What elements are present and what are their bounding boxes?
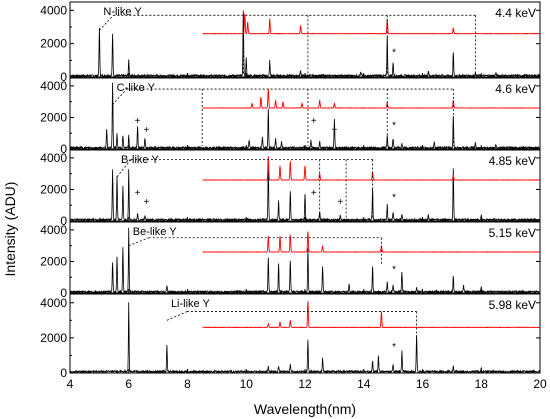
- beam-energy-label: 4.4 keV: [495, 6, 536, 20]
- y-tick-label: 0: [60, 142, 67, 156]
- asterisk-marker: *: [392, 120, 396, 131]
- y-tick-label: 2000: [40, 110, 67, 124]
- y-tick-label: 0: [60, 70, 67, 84]
- ion-series-label: N-like Y: [103, 6, 142, 18]
- y-tick-label: 4000: [40, 151, 67, 165]
- x-tick-label: 8: [184, 377, 191, 391]
- measured-spectrum-line: [69, 162, 541, 223]
- simulated-spectrum-line: [202, 156, 541, 181]
- chart-panel-4: 0 2000 4000 Be-like Y 5.15 keV *: [40, 221, 541, 300]
- measured-spectrum-line: [69, 302, 541, 375]
- beam-energy-label: 4.6 keV: [495, 82, 536, 96]
- simulated-spectrum-line: [202, 13, 541, 35]
- asterisk-marker: *: [392, 47, 396, 58]
- plus-marker: +: [337, 197, 343, 208]
- measured-spectrum-line: [69, 10, 541, 79]
- simulated-spectrum-line: [202, 88, 540, 109]
- x-tick-label: 20: [533, 377, 547, 391]
- plus-marker: +: [135, 116, 141, 127]
- y-tick-label: 2000: [40, 182, 67, 196]
- y-tick-label: 0: [60, 286, 67, 300]
- x-axis-label: Wavelength(nm): [254, 401, 356, 417]
- beam-energy-label: 4.85 keV: [489, 154, 536, 168]
- bracket-lead: [166, 311, 188, 321]
- asterisk-marker: *: [392, 264, 396, 275]
- y-tick-label: 4000: [40, 223, 67, 237]
- y-tick-label: 4000: [40, 3, 67, 17]
- ion-series-label: Be-like Y: [133, 226, 177, 238]
- x-tick-label: 4: [67, 377, 74, 391]
- y-tick-label: 2000: [40, 37, 67, 51]
- bracket-lead: [128, 237, 149, 247]
- x-tick-label: 10: [240, 377, 254, 391]
- ion-series-label: Li-like Y: [171, 298, 211, 310]
- y-tick-label: 0: [60, 214, 67, 228]
- y-tick-label: 2000: [40, 254, 67, 268]
- series-bracket: [99, 14, 476, 74]
- chart-panel-5: 0 2000 4000 Li-like Y 5.98 keV *: [40, 293, 541, 380]
- plus-marker: +: [311, 116, 317, 127]
- y-axis-label: Intensity (ADU): [2, 182, 18, 277]
- x-tick-label: 18: [475, 377, 489, 391]
- chart-panels: 0 2000 4000 N-like Y 4.4 keV * 0 2000 4000 C-like…: [40, 1, 541, 380]
- plus-marker: +: [135, 188, 141, 199]
- bracket-lead: [99, 15, 114, 31]
- x-tick-label: 14: [357, 377, 371, 391]
- beam-energy-label: 5.15 keV: [489, 226, 536, 240]
- plus-marker: +: [143, 125, 149, 136]
- series-bracket: [112, 88, 454, 146]
- y-tick-label: 0: [60, 366, 67, 380]
- y-tick-label: 4000: [40, 79, 67, 93]
- ion-series-label: C-like Y: [117, 82, 156, 94]
- plus-marker: +: [331, 125, 337, 136]
- plus-marker: +: [143, 197, 149, 208]
- x-tick-label: 12: [298, 377, 312, 391]
- measured-spectrum-line: [69, 227, 541, 295]
- simulated-spectrum-line: [202, 301, 541, 329]
- simulated-spectrum-line: [202, 231, 540, 253]
- bracket-lead: [112, 88, 127, 106]
- x-tick-label: 6: [125, 377, 132, 391]
- y-tick-label: 2000: [40, 331, 67, 345]
- x-tick-label: 16: [416, 377, 430, 391]
- measured-spectrum-line: [69, 82, 541, 151]
- asterisk-marker: *: [392, 342, 396, 353]
- panel-frame: [69, 293, 541, 374]
- beam-energy-label: 5.98 keV: [489, 298, 536, 312]
- chart-panel-1: 0 2000 4000 N-like Y 4.4 keV *: [40, 1, 541, 84]
- asterisk-marker: *: [392, 192, 396, 203]
- series-bracket: [166, 311, 418, 342]
- plus-marker: +: [311, 188, 317, 199]
- x-axis-ticks: 4 6 8 10 12 14 16 18 20: [67, 377, 547, 391]
- series-bracket: [128, 237, 382, 265]
- y-tick-label: 4000: [40, 296, 67, 310]
- ion-series-label: B-like Y: [121, 154, 159, 166]
- series-bracket: [116, 159, 373, 218]
